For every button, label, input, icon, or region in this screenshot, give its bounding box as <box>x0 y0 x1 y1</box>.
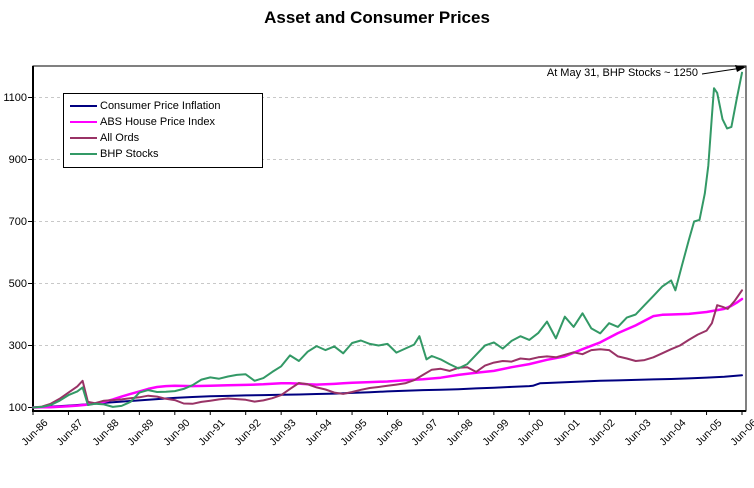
legend-line-swatch <box>70 137 97 139</box>
legend-label: Consumer Price Inflation <box>100 100 221 112</box>
y-tick-label: 700 <box>8 215 27 228</box>
legend-line-swatch <box>70 105 97 107</box>
legend-item: BHP Stocks <box>70 146 256 162</box>
legend-label: BHP Stocks <box>100 148 159 160</box>
y-tick-label: 1100 <box>3 91 27 104</box>
series-line-consumer-price-inflation <box>32 374 743 409</box>
annotation-arrowhead <box>735 65 746 72</box>
y-tick-label: 900 <box>8 153 27 166</box>
annotation-arrow-line <box>701 67 743 75</box>
legend-label: All Ords <box>100 132 140 144</box>
y-tick-label: 500 <box>8 277 27 290</box>
chart-title: Asset and Consumer Prices <box>264 8 490 27</box>
legend-item: ABS House Price Index <box>70 114 256 130</box>
legend-label: ABS House Price Index <box>100 116 215 128</box>
legend-line-swatch <box>70 153 97 155</box>
series-line-bhp-stocks <box>32 71 743 409</box>
series-line-abs-house-price-index <box>31 297 744 409</box>
legend-item: Consumer Price Inflation <box>70 98 256 114</box>
annotation-text: At May 31, BHP Stocks ~ 1250 <box>546 67 698 79</box>
legend-item: All Ords <box>70 130 256 146</box>
legend-line-swatch <box>70 121 97 123</box>
legend-box: Consumer Price Inflation ABS House Price … <box>63 93 263 168</box>
y-tick-label: 300 <box>8 339 27 352</box>
series-line-all-ords <box>32 289 743 409</box>
y-tick-label: 100 <box>8 401 27 414</box>
